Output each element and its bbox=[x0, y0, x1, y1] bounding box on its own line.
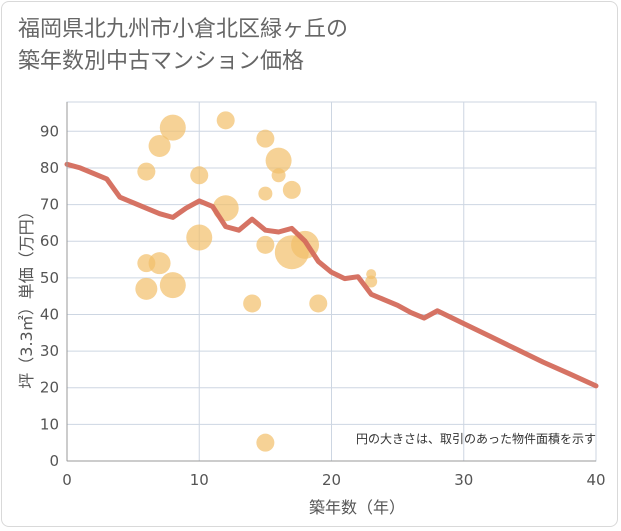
bubble-point bbox=[258, 186, 273, 201]
bubble-point bbox=[365, 275, 378, 288]
x-axis-label: 築年数（年） bbox=[309, 498, 405, 517]
bubble-point bbox=[256, 235, 275, 254]
bubble-point bbox=[148, 134, 171, 157]
bubble-point bbox=[282, 180, 301, 199]
bubble-point bbox=[216, 111, 235, 130]
y-tick-label: 70 bbox=[40, 196, 59, 214]
bubble-point bbox=[186, 224, 213, 251]
bubble-point bbox=[148, 252, 171, 275]
x-tick-label: 40 bbox=[586, 471, 605, 489]
bubble-point bbox=[265, 147, 292, 174]
y-tick-label: 80 bbox=[40, 159, 59, 177]
line-series bbox=[64, 161, 599, 389]
bubble-point bbox=[256, 433, 275, 452]
title-line-2: 築年数別中古マンション価格 bbox=[18, 49, 305, 74]
bubble-point bbox=[135, 277, 158, 300]
y-tick-label: 30 bbox=[40, 342, 59, 360]
bubble-series bbox=[135, 111, 378, 452]
y-tick-label: 0 bbox=[49, 452, 59, 470]
y-axis-label: 坪（3.3㎡）単価（万円） bbox=[17, 203, 36, 388]
bubble-point bbox=[271, 168, 286, 183]
x-tick-label: 0 bbox=[62, 471, 72, 489]
bubble-point bbox=[309, 294, 328, 313]
x-tick-label: 20 bbox=[322, 471, 341, 489]
bubble-point bbox=[256, 129, 275, 148]
y-tick-label: 10 bbox=[40, 415, 59, 433]
y-tick-label: 40 bbox=[40, 305, 59, 323]
bubble-point bbox=[159, 272, 186, 299]
y-tick-label: 90 bbox=[40, 122, 59, 140]
bubble-point bbox=[159, 114, 186, 141]
trend-line bbox=[64, 161, 599, 389]
bubble-point bbox=[137, 162, 156, 181]
y-tick-label: 60 bbox=[40, 232, 59, 250]
axes: 0 10 20 30 40 0 10 20 30 40 50 60 70 80 90 bbox=[40, 102, 606, 489]
size-legend-note: 円の大きさは、取引のあった物件面積を示す bbox=[356, 431, 596, 446]
x-tick-label: 10 bbox=[190, 471, 209, 489]
chart-title: 福岡県北九州市小倉北区緑ヶ丘の 築年数別中古マンション価格 bbox=[18, 14, 348, 78]
y-tick-label: 50 bbox=[40, 269, 59, 287]
x-tick-label: 30 bbox=[454, 471, 473, 489]
bubble-point bbox=[190, 166, 209, 185]
title-line-1: 福岡県北九州市小倉北区緑ヶ丘の bbox=[18, 17, 349, 42]
y-tick-label: 20 bbox=[40, 379, 59, 397]
bubble-point bbox=[243, 294, 262, 313]
